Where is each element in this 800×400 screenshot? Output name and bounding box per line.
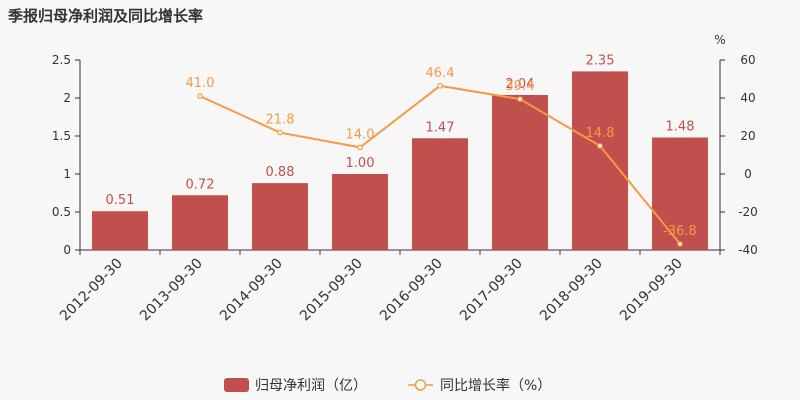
growth-data-label: 21.8 xyxy=(266,113,295,128)
x-tick-label: 2019-09-30 xyxy=(617,256,686,325)
bar xyxy=(92,211,148,250)
data-labels: 0.51 0.72 0.88 1.00 1.47 2.04 2.35 1.48 41.0 21.8… xyxy=(106,53,697,239)
y-left-tick-label: 1 xyxy=(63,167,71,181)
y-right-tick-label: 40 xyxy=(740,91,755,105)
growth-point xyxy=(437,83,443,89)
chart-title: 季报归母净利润及同比增长率 xyxy=(8,7,203,25)
growth-point xyxy=(197,93,203,99)
y-right-tick-label: -40 xyxy=(738,243,758,257)
growth-data-label: 46.4 xyxy=(426,66,455,81)
y-right-tick-label: -20 xyxy=(738,205,758,219)
bar-data-label: 1.47 xyxy=(426,120,455,135)
legend-label-profit: 归母净利润（亿） xyxy=(255,377,367,394)
growth-data-label: 14.8 xyxy=(586,126,615,141)
growth-point xyxy=(357,144,363,151)
growth-point xyxy=(517,96,523,102)
y-right-tick-label: 20 xyxy=(740,129,755,143)
x-tick-label: 2013-09-30 xyxy=(137,256,206,325)
y-right-tick-label: 60 xyxy=(740,53,755,67)
bar-data-label: 0.72 xyxy=(186,177,215,192)
bar xyxy=(252,183,308,250)
bar xyxy=(572,71,628,251)
x-tick-label: 2016-09-30 xyxy=(377,256,446,325)
legend-swatch-profit xyxy=(224,378,249,392)
legend-label-growth: 同比增长率（%） xyxy=(440,377,551,394)
bar-data-label: 1.48 xyxy=(666,120,695,135)
bar xyxy=(412,138,468,250)
growth-point xyxy=(277,129,283,136)
y-left-tick-label: 0.5 xyxy=(52,205,71,219)
growth-point xyxy=(677,241,683,247)
legend-marker-growth xyxy=(414,379,427,391)
bar-data-label: 2.35 xyxy=(586,53,615,68)
bar xyxy=(492,94,548,251)
growth-data-label: 39.4 xyxy=(506,79,535,94)
x-tick-label: 2012-09-30 xyxy=(57,256,126,325)
x-tick-label: 2017-09-30 xyxy=(457,256,526,325)
y-left-tick-label: 2.5 xyxy=(52,53,71,67)
y-right-unit: % xyxy=(714,33,725,47)
bar-data-label: 0.51 xyxy=(106,193,135,208)
y-left-tick-label: 0 xyxy=(63,243,71,257)
bar xyxy=(652,137,708,250)
y-left-tick-label: 1.5 xyxy=(52,129,71,143)
y-right-tick-label: 0 xyxy=(744,167,752,181)
x-tick-label: 2018-09-30 xyxy=(537,256,606,325)
y-left-tick-label: 2 xyxy=(63,91,71,105)
legend: 归母净利润（亿） 同比增长率（%） xyxy=(224,377,551,394)
bar-data-label: 0.88 xyxy=(266,165,295,180)
growth-line xyxy=(197,83,683,247)
bar xyxy=(172,195,228,250)
bar-data-label: 2.04 xyxy=(506,77,535,92)
bars xyxy=(92,71,708,251)
growth-data-label: 41.0 xyxy=(186,76,215,91)
bar xyxy=(332,174,388,250)
growth-data-label: 14.0 xyxy=(346,127,375,142)
growth-data-label: -36.8 xyxy=(663,224,697,239)
x-tick-label: 2014-09-30 xyxy=(217,256,286,325)
bar-data-label: 1.00 xyxy=(346,156,375,171)
growth-point xyxy=(597,143,603,149)
x-tick-label: 2015-09-30 xyxy=(297,256,366,325)
